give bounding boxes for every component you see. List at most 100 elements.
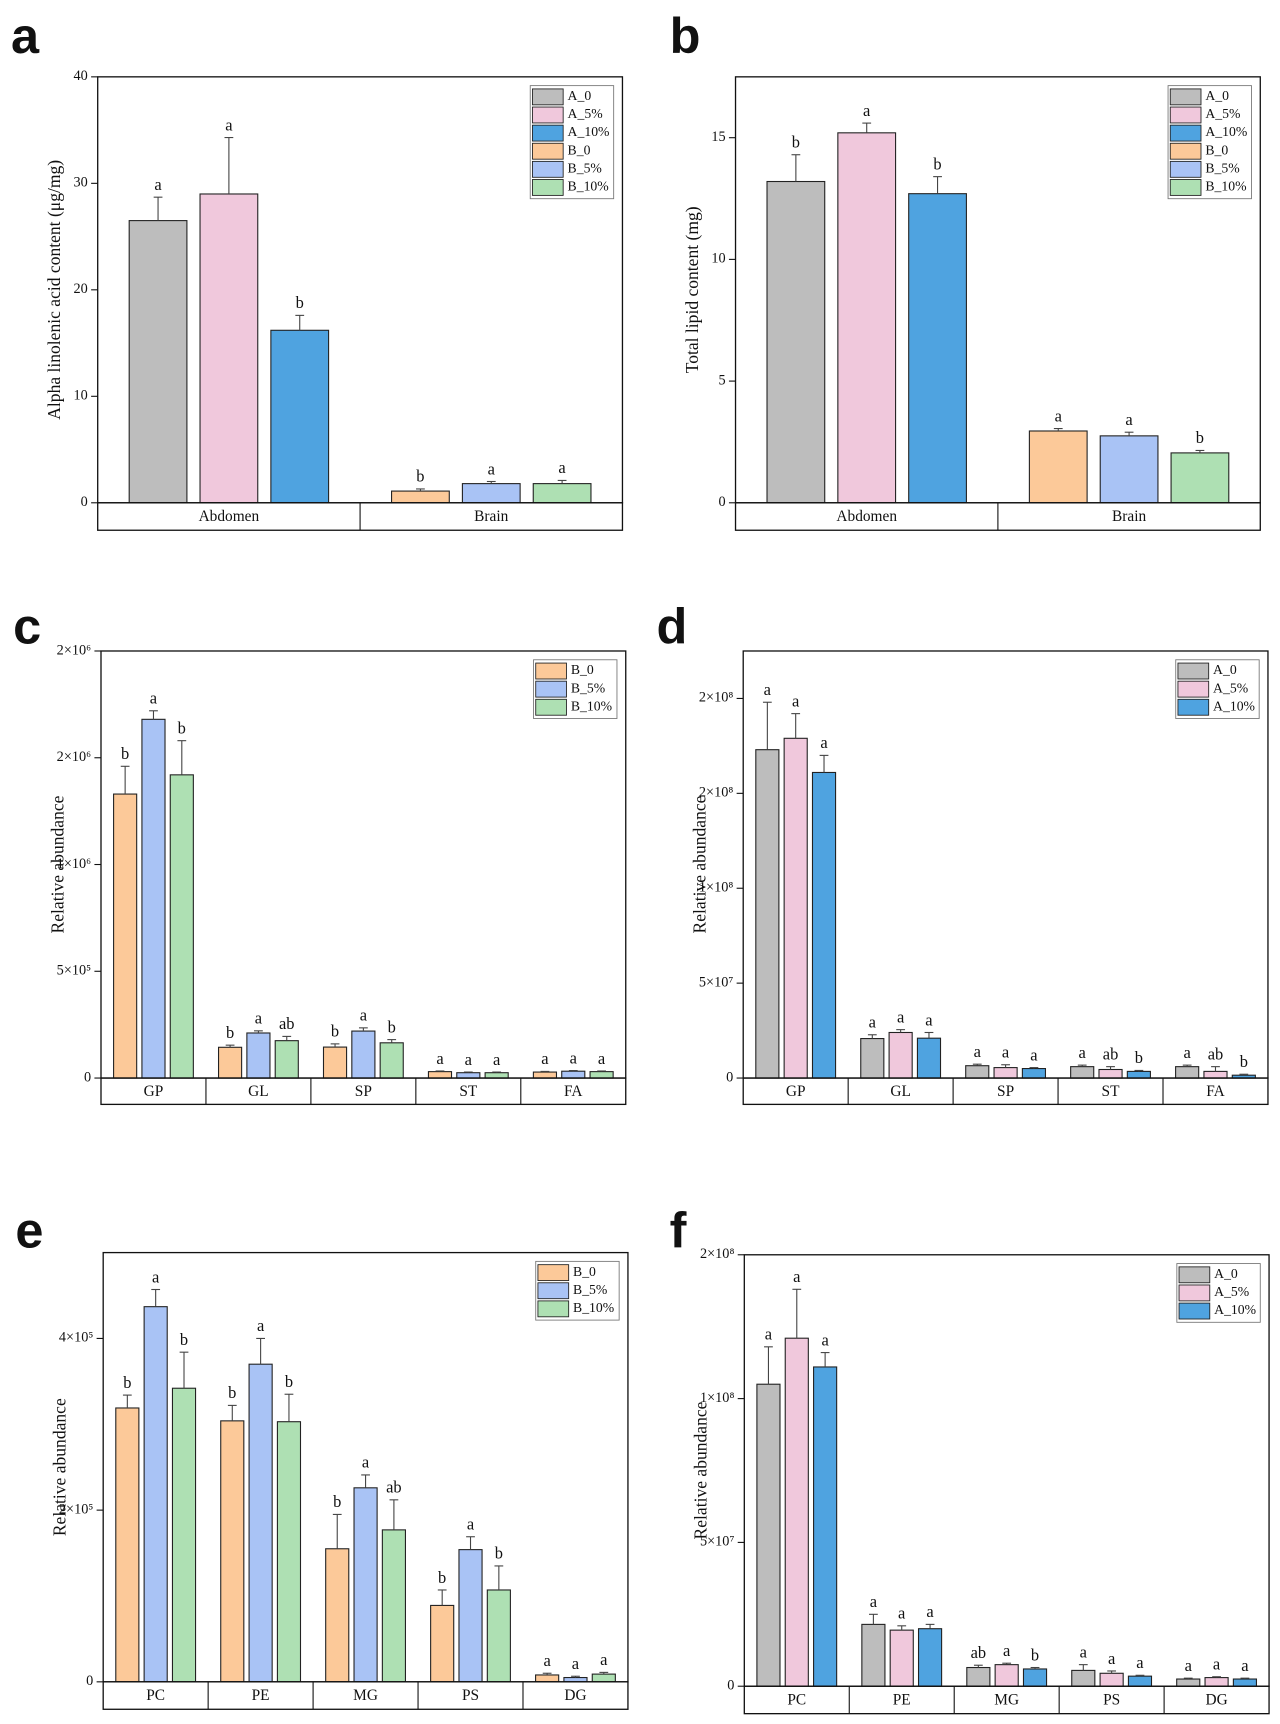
bar (351, 1030, 376, 1079)
bar (837, 132, 897, 504)
category-band (97, 502, 624, 531)
legend-swatch (531, 142, 564, 160)
x-tick-label: PC (787, 1692, 806, 1709)
bar (783, 737, 808, 1079)
significance-letter: ab (279, 1014, 295, 1033)
y-axis-label: Relative abundance (691, 1401, 711, 1539)
significance-letter: a (869, 1013, 877, 1032)
significance-letter: a (257, 1316, 265, 1335)
bar (1203, 1070, 1228, 1079)
bar (813, 1366, 838, 1687)
bar (486, 1589, 511, 1683)
significance-letter: b (388, 1017, 396, 1036)
legend-label: A_5% (568, 106, 603, 121)
legend-label: A_0 (1214, 1266, 1238, 1281)
figure-panels: a 0 10 20 30 40 Alpha linolenic acid content (… (11, 7, 1270, 1715)
x-tick-label: SP (997, 1083, 1014, 1100)
bar (270, 329, 330, 504)
legend-label: A_10% (568, 124, 610, 139)
significance-letter: a (541, 1049, 549, 1068)
category-band (102, 1681, 629, 1710)
bar (908, 193, 967, 504)
bar (860, 1038, 885, 1079)
significance-letter: b (296, 293, 304, 312)
significance-letter: a (1241, 1656, 1249, 1675)
panel: c 0 5×10⁵ 1×10⁶ 2×10⁶ 2×10⁶ Relative abundance… (13, 597, 627, 1106)
significance-letter: a (570, 1048, 578, 1067)
bar (1022, 1668, 1048, 1687)
y-tick-label: 1×10⁸ (699, 880, 733, 896)
legend-swatch (1177, 662, 1210, 680)
significance-letter: b (1240, 1052, 1248, 1071)
legend-swatch (1169, 106, 1202, 124)
significance-letter: b (1135, 1048, 1143, 1067)
significance-letter: b (228, 1383, 236, 1402)
legend-label: A_0 (1205, 88, 1229, 103)
x-tick-label: PE (252, 1687, 270, 1704)
category-band (743, 1685, 1270, 1715)
y-axis-label: Relative abundance (47, 795, 67, 933)
legend-swatch (531, 124, 564, 142)
significance-letter: a (1185, 1656, 1193, 1675)
legend-swatch (537, 1264, 570, 1282)
significance-letter: b (180, 1330, 188, 1349)
significance-letter: a (152, 1267, 160, 1286)
legend-swatch (537, 1300, 570, 1318)
x-tick-label: PS (462, 1687, 479, 1704)
y-tick-label: 20 (74, 281, 88, 297)
x-tick-label: PC (146, 1687, 165, 1704)
bar (379, 1042, 404, 1079)
y-tick-label: 4×10⁵ (59, 1330, 93, 1346)
legend-label: B_0 (1205, 142, 1228, 157)
bar (217, 1046, 243, 1079)
significance-letter: a (926, 1602, 934, 1621)
significance-letter: b (1031, 1645, 1039, 1664)
significance-letter: a (598, 1049, 606, 1068)
bar (1127, 1675, 1153, 1687)
significance-letter: a (600, 1650, 608, 1669)
y-tick-label: 0 (727, 1678, 734, 1694)
bar (965, 1065, 990, 1079)
bar (276, 1421, 302, 1683)
legend-label: B_10% (571, 698, 612, 713)
bar (766, 180, 826, 504)
bar (888, 1031, 913, 1079)
significance-letter: a (360, 1006, 368, 1025)
bar (589, 1071, 614, 1079)
legend-label: A_0 (568, 88, 592, 103)
bar (1204, 1677, 1229, 1687)
x-tick-label: GP (144, 1083, 164, 1100)
significance-letter: b (438, 1568, 446, 1587)
bar (1071, 1669, 1096, 1687)
significance-letter: a (820, 733, 828, 752)
panel-letter: b (670, 7, 701, 64)
y-tick-label: 2×10⁶ (57, 749, 91, 765)
y-tick-label: 5×10⁷ (700, 1534, 734, 1550)
y-tick-label: 0 (726, 1069, 733, 1085)
y-tick-label: 2×10⁶ (57, 642, 91, 658)
y-tick-label: 1×10⁶ (57, 856, 91, 872)
x-tick-label: Abdomen (836, 508, 897, 525)
legend-label: A_5% (1213, 680, 1248, 695)
y-axis-label: Total lipid content (mg) (682, 206, 702, 373)
bar (143, 1306, 168, 1683)
significance-letter: a (558, 458, 566, 477)
significance-letter: a (465, 1050, 473, 1069)
bar (381, 1529, 406, 1683)
significance-letter: b (933, 154, 941, 173)
significance-letter: a (974, 1042, 982, 1061)
bar (391, 490, 450, 504)
significance-letter: a (792, 691, 800, 710)
panel-letter: c (13, 597, 41, 654)
significance-letter: b (495, 1544, 503, 1563)
legend-label: B_0 (568, 142, 591, 157)
significance-letter: ab (386, 1478, 402, 1497)
bar (484, 1072, 509, 1079)
significance-letter: b (178, 718, 186, 737)
x-tick-label: DG (1205, 1692, 1227, 1709)
y-axis-label: Relative abundance (690, 795, 710, 933)
legend-swatch (1178, 1284, 1211, 1302)
